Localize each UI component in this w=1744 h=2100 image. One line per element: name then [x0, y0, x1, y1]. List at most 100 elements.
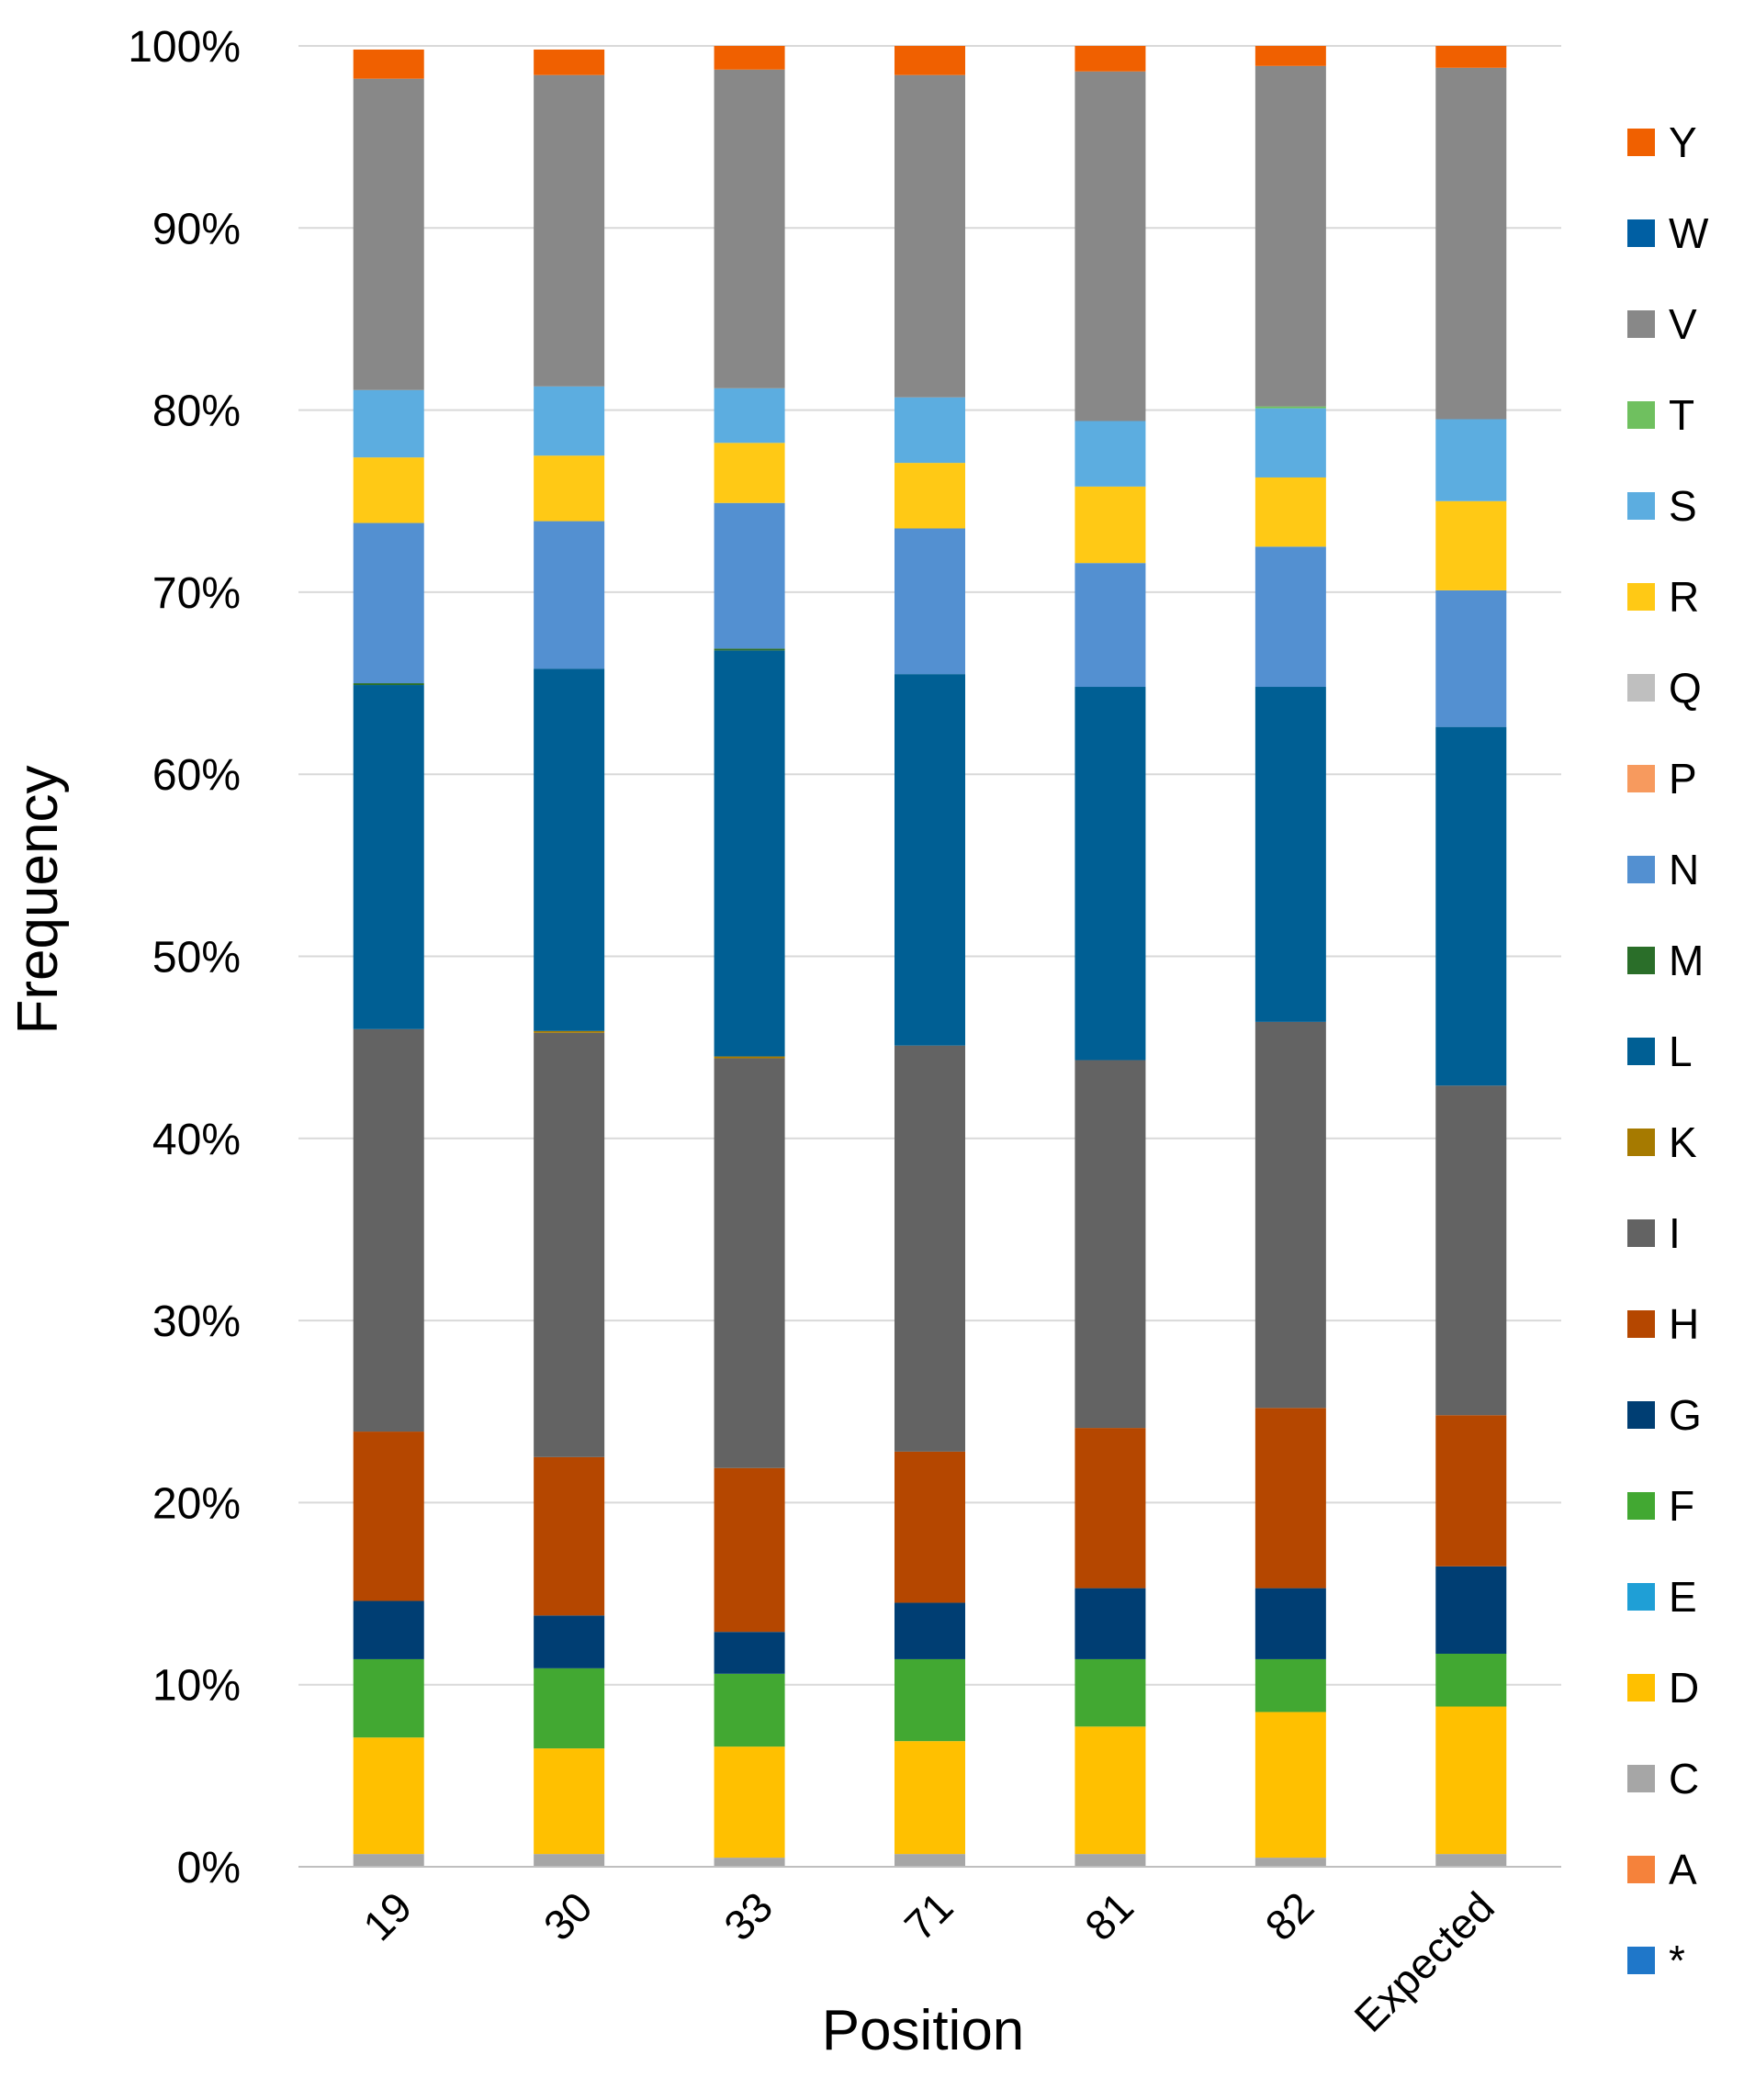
legend-entry-l: L [1627, 1028, 1693, 1075]
legend-entry-f: F [1627, 1482, 1694, 1530]
legend-label: * [1669, 1937, 1685, 1984]
legend-label: Y [1669, 118, 1697, 166]
legend-entry-v: V [1627, 300, 1697, 348]
bar-segment-82-i [1255, 1021, 1326, 1409]
bar-segment-33-v [714, 69, 785, 388]
legend-swatch [1627, 856, 1655, 883]
bar-segment-82-y [1255, 46, 1326, 66]
legend-label: E [1669, 1573, 1697, 1621]
legend-entry-m: M [1627, 937, 1704, 984]
bar-group-30 [534, 49, 605, 1867]
legend-label: S [1669, 482, 1697, 530]
bar-segment-71-h [895, 1451, 965, 1603]
bar-segment-33-n [714, 502, 785, 649]
legend-label: A [1669, 1846, 1697, 1893]
y-tick-label: 50% [152, 934, 241, 983]
bar-segment-33-l [714, 650, 785, 1057]
x-axis-title: Position [822, 1999, 1025, 2062]
legend-swatch [1627, 1038, 1655, 1065]
bar-segment-82-f [1255, 1658, 1326, 1713]
legend-swatch [1627, 1401, 1655, 1429]
bar-segment-33-m [714, 648, 785, 651]
bar-segment-82-n [1255, 546, 1326, 688]
legend-label: I [1669, 1209, 1681, 1257]
bar-segment-33-k [714, 1056, 785, 1059]
legend-label: Q [1669, 664, 1702, 712]
bar-segment-33-h [714, 1467, 785, 1633]
y-tick-label: 70% [152, 569, 241, 618]
bar-segment-82-h [1255, 1408, 1326, 1589]
bar-segment-19-v [353, 78, 424, 390]
legend-label: W [1669, 209, 1709, 257]
bar-segment-71-l [895, 674, 965, 1046]
bar-group-expected [1435, 46, 1507, 1867]
bar-segment-82-l [1255, 687, 1326, 1022]
legend-label: C [1669, 1755, 1699, 1802]
legend-entry-k: K [1627, 1118, 1697, 1166]
y-axis-ticks: 0% 10% 20% 30% 40% 50% 60% 70% 80% 90% 100% [128, 23, 241, 1892]
bar-segment-33-s [714, 387, 785, 444]
bar-segment-expected-y [1435, 46, 1507, 68]
bar-segment-30-c [534, 1854, 605, 1867]
bar-segment-expected-n [1435, 590, 1507, 727]
legend-label: P [1669, 755, 1697, 803]
legend-swatch [1627, 765, 1655, 792]
x-tick-label: 82 [1255, 1882, 1322, 1949]
bar-segment-30-l [534, 668, 605, 1031]
bar-segment-30-h [534, 1456, 605, 1616]
legend-entry-i: I [1627, 1209, 1681, 1257]
bar-segment-expected-g [1435, 1566, 1507, 1654]
legend-swatch [1627, 310, 1655, 338]
bar-segment-30-k [534, 1030, 605, 1033]
bar-segment-33-y [714, 46, 785, 70]
legend-label: L [1669, 1028, 1693, 1075]
legend-entry-p: P [1627, 755, 1697, 803]
y-tick-label: 20% [152, 1479, 241, 1528]
legend-swatch [1627, 1765, 1655, 1792]
bar-segment-30-d [534, 1748, 605, 1855]
legend-entry-d: D [1627, 1664, 1699, 1712]
bar-segment-82-v [1255, 65, 1326, 407]
bar-segment-81-r [1075, 486, 1146, 564]
y-tick-label: 80% [152, 387, 241, 436]
bar-segment-33-f [714, 1673, 785, 1747]
legend-entry-s: S [1627, 482, 1697, 530]
legend-label: K [1669, 1118, 1697, 1166]
legend-swatch [1627, 492, 1655, 520]
bar-segment-19-r [353, 457, 424, 523]
legend-entry-t: T [1627, 391, 1694, 439]
bar-segment-71-g [895, 1602, 965, 1659]
bar-segment-30-n [534, 521, 605, 669]
bar-segment-expected-v [1435, 67, 1507, 420]
bar-segment-71-v [895, 74, 965, 398]
legend-swatch [1627, 1674, 1655, 1701]
bar-segment-33-c [714, 1858, 785, 1867]
bar-segment-19-y [353, 49, 424, 79]
legend-swatch [1627, 1947, 1655, 1974]
bar-segment-81-l [1075, 687, 1146, 1061]
legend-label: R [1669, 573, 1699, 621]
bar-segment-82-d [1255, 1712, 1326, 1859]
legend-entry-stop: * [1627, 1937, 1685, 1984]
bar-segment-expected-h [1435, 1415, 1507, 1567]
legend-swatch [1627, 401, 1655, 429]
bar-segment-expected-i [1435, 1085, 1507, 1416]
bar-segment-81-h [1075, 1428, 1146, 1589]
bar-segment-82-c [1255, 1858, 1326, 1867]
bar-segment-82-t [1255, 406, 1326, 409]
bar-segment-30-f [534, 1668, 605, 1749]
legend-entry-y: Y [1627, 118, 1697, 166]
bar-segment-19-d [353, 1737, 424, 1855]
bar-group-71 [895, 46, 965, 1867]
legend-label: G [1669, 1391, 1702, 1439]
bar-group-19 [353, 49, 424, 1867]
bar-segment-82-g [1255, 1588, 1326, 1659]
legend-swatch [1627, 1310, 1655, 1338]
bar-segment-71-y [895, 46, 965, 75]
legend-swatch [1627, 129, 1655, 156]
legend-label: N [1669, 846, 1699, 893]
bar-segment-19-s [353, 389, 424, 458]
bar-segment-19-m [353, 683, 424, 686]
legend-entry-w: W [1627, 209, 1709, 257]
